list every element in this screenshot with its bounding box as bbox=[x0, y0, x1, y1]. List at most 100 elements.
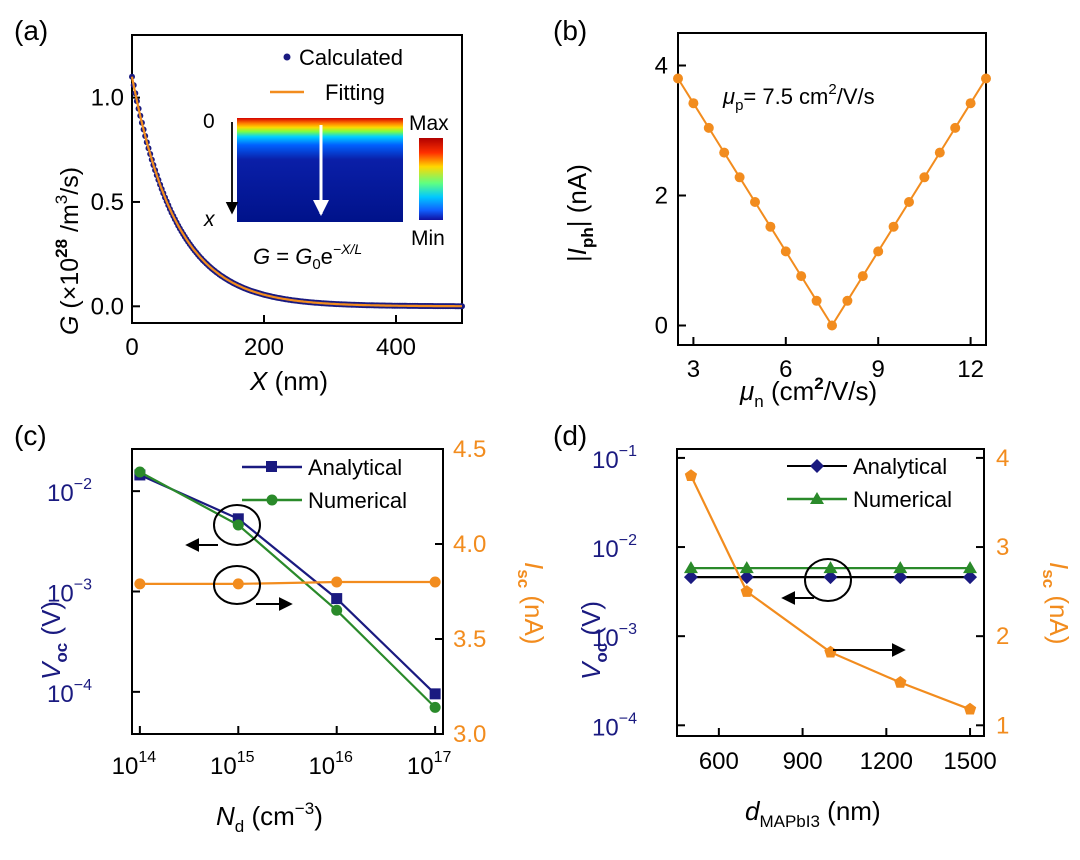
d-numerical-point bbox=[893, 561, 908, 574]
c-y2tick-label: 3.5 bbox=[453, 626, 486, 653]
d-numerical-point bbox=[963, 561, 978, 574]
d-analytical-point bbox=[893, 570, 908, 585]
panel-c-xlabel: Nd (cm−3) bbox=[216, 799, 323, 836]
d-ytick-label: 10−4 bbox=[592, 710, 637, 741]
panel-a-xlabel: X (nm) bbox=[249, 366, 328, 396]
c-numerical-point bbox=[134, 466, 146, 478]
c-isc-point bbox=[429, 576, 441, 588]
panel-c: (c) 1014 1015 1016 1017 10−4 10−3 10−2 3.0 3.5 4.… bbox=[14, 420, 549, 836]
d-xtick-label: 1200 bbox=[860, 748, 913, 775]
d-isc-point bbox=[824, 645, 837, 658]
legend-analytical-label-c: Analytical bbox=[308, 455, 402, 480]
iph-point bbox=[765, 221, 776, 232]
legend-numerical-marker-d bbox=[810, 492, 824, 504]
legend-fitting-label: Fitting bbox=[325, 80, 385, 105]
c-series-line bbox=[139, 580, 436, 585]
panel-b-frame bbox=[677, 32, 987, 346]
panel-b-data bbox=[673, 73, 991, 331]
panel-a-ylabel: G (×1028 /m3/s) bbox=[52, 167, 84, 335]
iph-point bbox=[750, 197, 760, 207]
inset-white-arrow-head bbox=[313, 200, 329, 216]
legend-calculated-marker bbox=[283, 53, 291, 61]
c-ytick-label: 10−4 bbox=[47, 677, 92, 708]
panel-c-label: (c) bbox=[14, 420, 47, 451]
b-xtick-label: 6 bbox=[779, 356, 792, 383]
panel-a: (a) 0 200 400 0.0 0.5 1.0 0 x Max Min G = G0e… bbox=[14, 15, 465, 396]
iph-point bbox=[719, 147, 730, 158]
panel-d-ellipse bbox=[804, 558, 852, 602]
panel-c-ticks: 1014 1015 1016 1017 10−4 10−3 10−2 3.0 3.5 4.0 4.5 bbox=[47, 436, 486, 780]
d-analytical-point bbox=[823, 570, 838, 585]
a-ytick-label: 1.0 bbox=[91, 85, 124, 112]
panel-a-data bbox=[129, 73, 465, 310]
d-ytick-label: 10−1 bbox=[592, 443, 637, 474]
a-ytick-label: 0.5 bbox=[91, 189, 124, 216]
a-ytick-label: 0.0 bbox=[91, 293, 124, 320]
iph-point bbox=[842, 295, 853, 306]
b-xtick-label: 3 bbox=[687, 356, 700, 383]
c-analytical-point bbox=[331, 593, 343, 605]
d-analytical-point bbox=[683, 570, 698, 585]
iph-point bbox=[734, 172, 745, 183]
a-xtick-label: 200 bbox=[244, 334, 284, 361]
c-analytical-point bbox=[429, 688, 441, 700]
c-y2tick-label: 3.0 bbox=[453, 721, 486, 748]
panel-b-ylabel: |Iph| (nA) bbox=[562, 164, 597, 262]
iph-point bbox=[950, 122, 961, 133]
panel-b-annotation: μp= 7.5 cm2/V/s bbox=[722, 81, 875, 114]
d-numerical-point bbox=[739, 561, 754, 574]
iph-point bbox=[780, 246, 791, 257]
c-numerical-point bbox=[232, 519, 244, 531]
panel-a-ticks: 0 200 400 0.0 0.5 1.0 bbox=[91, 85, 416, 361]
b-ytick-label: 2 bbox=[655, 183, 668, 210]
c-analytical-point bbox=[232, 513, 244, 525]
panel-c-ylabel: Voc (V) bbox=[36, 601, 71, 680]
d-ytick-label: 10−3 bbox=[592, 621, 637, 652]
legend-numerical-label-d: Numerical bbox=[853, 487, 952, 512]
iph-point bbox=[857, 271, 868, 282]
d-xtick-label: 900 bbox=[783, 748, 823, 775]
b-xtick-label: 9 bbox=[872, 356, 885, 383]
panel-d-label: (d) bbox=[553, 420, 587, 451]
c-y2tick-label: 4.5 bbox=[453, 436, 486, 463]
inset-x-label: x bbox=[203, 208, 216, 231]
iph-point bbox=[965, 98, 976, 109]
panel-b-label: (b) bbox=[553, 15, 587, 46]
iph-point bbox=[873, 246, 884, 257]
a-xtick-label: 0 bbox=[125, 334, 138, 361]
c-ytick-label: 10−2 bbox=[47, 476, 92, 507]
d-numerical-point bbox=[823, 561, 838, 574]
c-numerical-point bbox=[331, 604, 343, 616]
panel-a-label: (a) bbox=[14, 15, 48, 46]
iph-line bbox=[677, 77, 987, 328]
c-series-line bbox=[139, 471, 436, 709]
b-ytick-label: 4 bbox=[655, 53, 668, 80]
d-y2tick-label: 2 bbox=[996, 623, 1009, 650]
iph-point bbox=[688, 98, 699, 109]
panel-b-xlabel: μn (cm2/V/s) bbox=[739, 374, 877, 411]
fitting-line bbox=[130, 76, 462, 308]
legend-numerical-marker-c bbox=[266, 494, 278, 506]
c-xtick-label: 1016 bbox=[308, 749, 353, 780]
legend-analytical-marker-d bbox=[810, 459, 824, 473]
panel-b-ticks: 3 6 9 12 0 2 4 bbox=[655, 53, 984, 384]
panel-c-y2label: Isc (nA) bbox=[514, 562, 549, 645]
colorbar-min-label: Min bbox=[411, 227, 445, 250]
iph-point bbox=[904, 197, 914, 207]
legend-calculated-label: Calculated bbox=[299, 45, 403, 70]
iph-point bbox=[811, 295, 822, 306]
panel-d-y2label: Isc (nA) bbox=[1039, 562, 1074, 645]
iph-point bbox=[934, 147, 945, 158]
d-numerical-point bbox=[683, 561, 698, 574]
c-series-line bbox=[139, 473, 436, 695]
d-isc-point bbox=[894, 676, 907, 688]
d-isc-point bbox=[740, 585, 753, 597]
c-isc-point bbox=[134, 578, 146, 590]
c-xtick-label: 1017 bbox=[407, 749, 452, 780]
d-analytical-point bbox=[963, 570, 978, 585]
a-xtick-label: 400 bbox=[376, 334, 416, 361]
iph-point bbox=[703, 122, 714, 133]
panel-c-data bbox=[134, 466, 441, 713]
panel-c-ellipse-left bbox=[213, 504, 261, 546]
iph-point bbox=[673, 73, 683, 84]
